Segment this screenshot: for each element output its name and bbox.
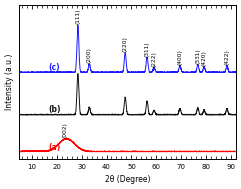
Text: (a): (a) <box>48 143 60 152</box>
Text: (002): (002) <box>63 122 68 138</box>
Text: (422): (422) <box>224 49 229 65</box>
Text: (c): (c) <box>48 63 60 72</box>
Text: (200): (200) <box>87 48 92 64</box>
Text: (b): (b) <box>48 105 60 114</box>
Text: (220): (220) <box>123 36 128 52</box>
Text: (222): (222) <box>152 51 157 67</box>
Text: (311): (311) <box>145 41 150 57</box>
Text: (420): (420) <box>201 50 207 66</box>
Y-axis label: Intensity (a.u.): Intensity (a.u.) <box>5 54 14 110</box>
X-axis label: 2θ (Degree): 2θ (Degree) <box>105 175 150 184</box>
Text: (111): (111) <box>75 9 80 25</box>
Text: (400): (400) <box>177 49 182 65</box>
Text: (331): (331) <box>195 48 200 64</box>
